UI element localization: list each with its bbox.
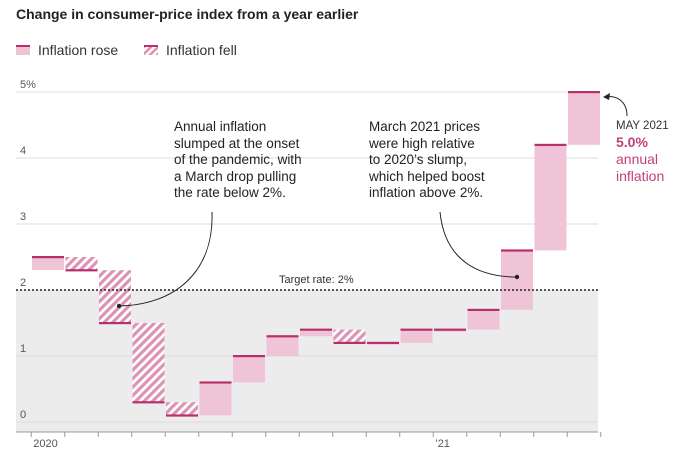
- legend-rose: Inflation rose: [16, 42, 118, 58]
- bar-value-marker: [467, 308, 500, 311]
- waterfall-bar: [233, 355, 265, 383]
- waterfall-bar: [333, 329, 366, 344]
- bar-value-marker: [32, 256, 64, 259]
- bar-value-marker: [300, 328, 332, 331]
- bar-fell: [166, 402, 198, 416]
- bar-fell: [333, 329, 366, 343]
- bar-rose: [501, 250, 533, 310]
- march-note-line: inflation above 2%.: [369, 185, 484, 200]
- waterfall-bar: [166, 402, 198, 417]
- legend-rose-label: Inflation rose: [38, 42, 119, 58]
- chart-title: Change in consumer-price index from a ye…: [16, 6, 359, 22]
- waterfall-bar: [501, 249, 533, 310]
- bar-value-marker: [266, 335, 299, 338]
- y-tick-label: 3: [20, 211, 26, 223]
- pandemic-note-line: the rate below 2%.: [174, 185, 286, 200]
- waterfall-bar: [467, 308, 500, 330]
- bar-value-marker: [400, 328, 433, 331]
- march-note-line: which helped boost: [369, 168, 485, 184]
- bar-value-marker: [333, 341, 366, 344]
- bar-rose: [568, 92, 600, 145]
- waterfall-bar: [300, 328, 332, 337]
- y-tick-label: 2: [20, 277, 26, 289]
- waterfall-bar: [99, 270, 131, 325]
- bar-value-marker: [199, 381, 232, 384]
- legend-rose-swatch: [16, 45, 30, 55]
- bar-value-marker: [534, 143, 567, 146]
- bar-rose: [300, 329, 332, 337]
- bar-value-marker: [367, 341, 399, 344]
- waterfall-bar: [534, 143, 567, 251]
- pandemic-note-line: slumped at the onset: [174, 135, 300, 151]
- legend-fell: Inflation fell: [144, 42, 237, 58]
- may-arrow-head: [603, 93, 610, 100]
- bar-rose: [199, 382, 232, 416]
- bar-rose: [400, 329, 433, 343]
- march-note: March 2021 prices were high relative to …: [369, 119, 485, 202]
- bar-fell: [132, 323, 165, 403]
- bar-rose: [266, 336, 299, 356]
- bar-value-marker: [132, 401, 165, 404]
- y-tick-label: 0: [20, 409, 26, 421]
- waterfall-bar: [568, 91, 600, 145]
- pandemic-note-line: a March drop pulling: [174, 168, 297, 184]
- bar-value-marker: [65, 269, 98, 272]
- pandemic-leader-line: [118, 211, 213, 307]
- pandemic-note-line: of the pandemic, with: [174, 152, 302, 167]
- waterfall-bar: [266, 335, 299, 356]
- may-2021-label: MAY 2021: [616, 120, 669, 132]
- waterfall-bar: [434, 328, 466, 332]
- bar-value-marker: [434, 328, 466, 331]
- bar-rose: [32, 257, 64, 270]
- bar-value-marker: [501, 249, 533, 252]
- x-tick-label: ’21: [435, 438, 450, 450]
- waterfall-bar: [132, 323, 165, 404]
- legend-fell-swatch: [144, 45, 158, 55]
- pandemic-note: Annual inflation slumped at the onset of…: [174, 119, 302, 202]
- march-note-line: were high relative: [369, 135, 475, 151]
- march-note-line: to 2020’s slump,: [369, 152, 468, 167]
- waterfall-bar: [199, 381, 232, 416]
- bar-rose: [233, 356, 265, 383]
- waterfall-bar: [400, 328, 433, 343]
- bar-value-marker: [233, 355, 265, 358]
- pandemic-leader-dot: [116, 303, 122, 309]
- may-2021-description: annual inflation: [616, 151, 665, 184]
- bar-value-marker: [568, 91, 600, 94]
- bar-fell: [65, 257, 98, 271]
- y-tick-label: 4: [20, 145, 26, 157]
- bar-value-marker: [99, 322, 131, 325]
- may-2021-value: 5.0%: [616, 134, 648, 150]
- bar-rose: [534, 144, 567, 251]
- x-tick-label: 2020: [33, 438, 57, 450]
- march-note-line: March 2021 prices: [369, 119, 481, 134]
- bar-value-marker: [166, 414, 198, 417]
- y-tick-label: 1: [20, 343, 26, 355]
- target-line-label: Target rate: 2%: [279, 274, 354, 286]
- waterfall-bar: [32, 256, 64, 270]
- waterfall-bar: [367, 341, 399, 345]
- waterfall-bar: [65, 257, 98, 272]
- march-leader-dot: [514, 274, 520, 280]
- legend-fell-label: Inflation fell: [166, 42, 237, 58]
- bar-rose: [467, 309, 500, 330]
- march-leader-line: [439, 211, 518, 278]
- y-tick-label: 5%: [20, 79, 36, 91]
- pandemic-note-line: Annual inflation: [174, 119, 267, 134]
- bar-fell: [99, 270, 131, 323]
